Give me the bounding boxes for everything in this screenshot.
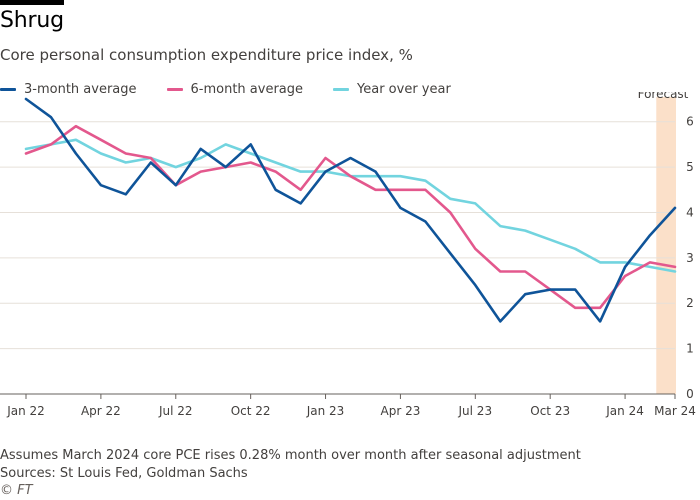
line-chart: Forecast 0 1 2 3 4 5 6 Jan 22 Apr 22 Jul 22 Oct 22 J… <box>0 92 696 418</box>
x-tick-label-6: Jul 23 <box>458 404 493 418</box>
series-line-yoy <box>24 138 677 273</box>
x-tick-label-1: Apr 22 <box>81 404 121 418</box>
legend-item-yoy: Year over year <box>333 82 451 97</box>
series-line-6-month <box>24 124 677 310</box>
brand-rule <box>0 0 64 5</box>
legend-label-yoy: Year over year <box>357 81 451 97</box>
x-tick-label-3: Oct 22 <box>231 404 271 418</box>
chart-subtitle: Core personal consumption expenditure pr… <box>0 46 413 64</box>
source-note: Sources: St Louis Fed, Goldman Sachs <box>0 466 248 481</box>
forecast-label: Forecast <box>638 92 689 101</box>
y-tick-label-4: 4 <box>686 205 694 219</box>
copyright-credit: © FT <box>0 483 33 498</box>
y-tick-label-5: 5 <box>686 160 694 174</box>
legend-swatch-3-month <box>0 87 16 91</box>
x-tick-label-5: Apr 23 <box>381 404 421 418</box>
y-tick-label-0: 0 <box>686 387 694 401</box>
legend-item-3-month: 3-month average <box>0 82 137 97</box>
legend-label-3-month: 3-month average <box>24 81 137 97</box>
legend: 3-month average 6-month average Year ove… <box>0 80 481 98</box>
forecast-band <box>656 97 676 394</box>
footnote: Assumes March 2024 core PCE rises 0.28% … <box>0 448 581 463</box>
x-tick-label-9: Mar 24 <box>654 404 696 418</box>
x-tick-label-4: Jan 23 <box>306 404 345 418</box>
x-tick-label-2: Jul 22 <box>158 404 193 418</box>
x-tick-label-8: Jan 24 <box>605 404 644 418</box>
x-tick-label-7: Oct 23 <box>530 404 570 418</box>
y-tick-label-1: 1 <box>686 342 694 356</box>
y-tick-label-3: 3 <box>686 251 694 265</box>
legend-label-6-month: 6-month average <box>190 81 304 97</box>
y-tick-label-6: 6 <box>686 115 694 129</box>
x-tick-label-0: Jan 22 <box>6 404 45 418</box>
series-line-3-month <box>24 97 677 323</box>
y-tick-label-2: 2 <box>686 296 694 310</box>
legend-swatch-6-month <box>166 87 183 91</box>
legend-item-6-month: 6-month average <box>166 81 304 97</box>
legend-swatch-yoy <box>333 87 350 91</box>
chart-title: Shrug <box>0 8 64 33</box>
